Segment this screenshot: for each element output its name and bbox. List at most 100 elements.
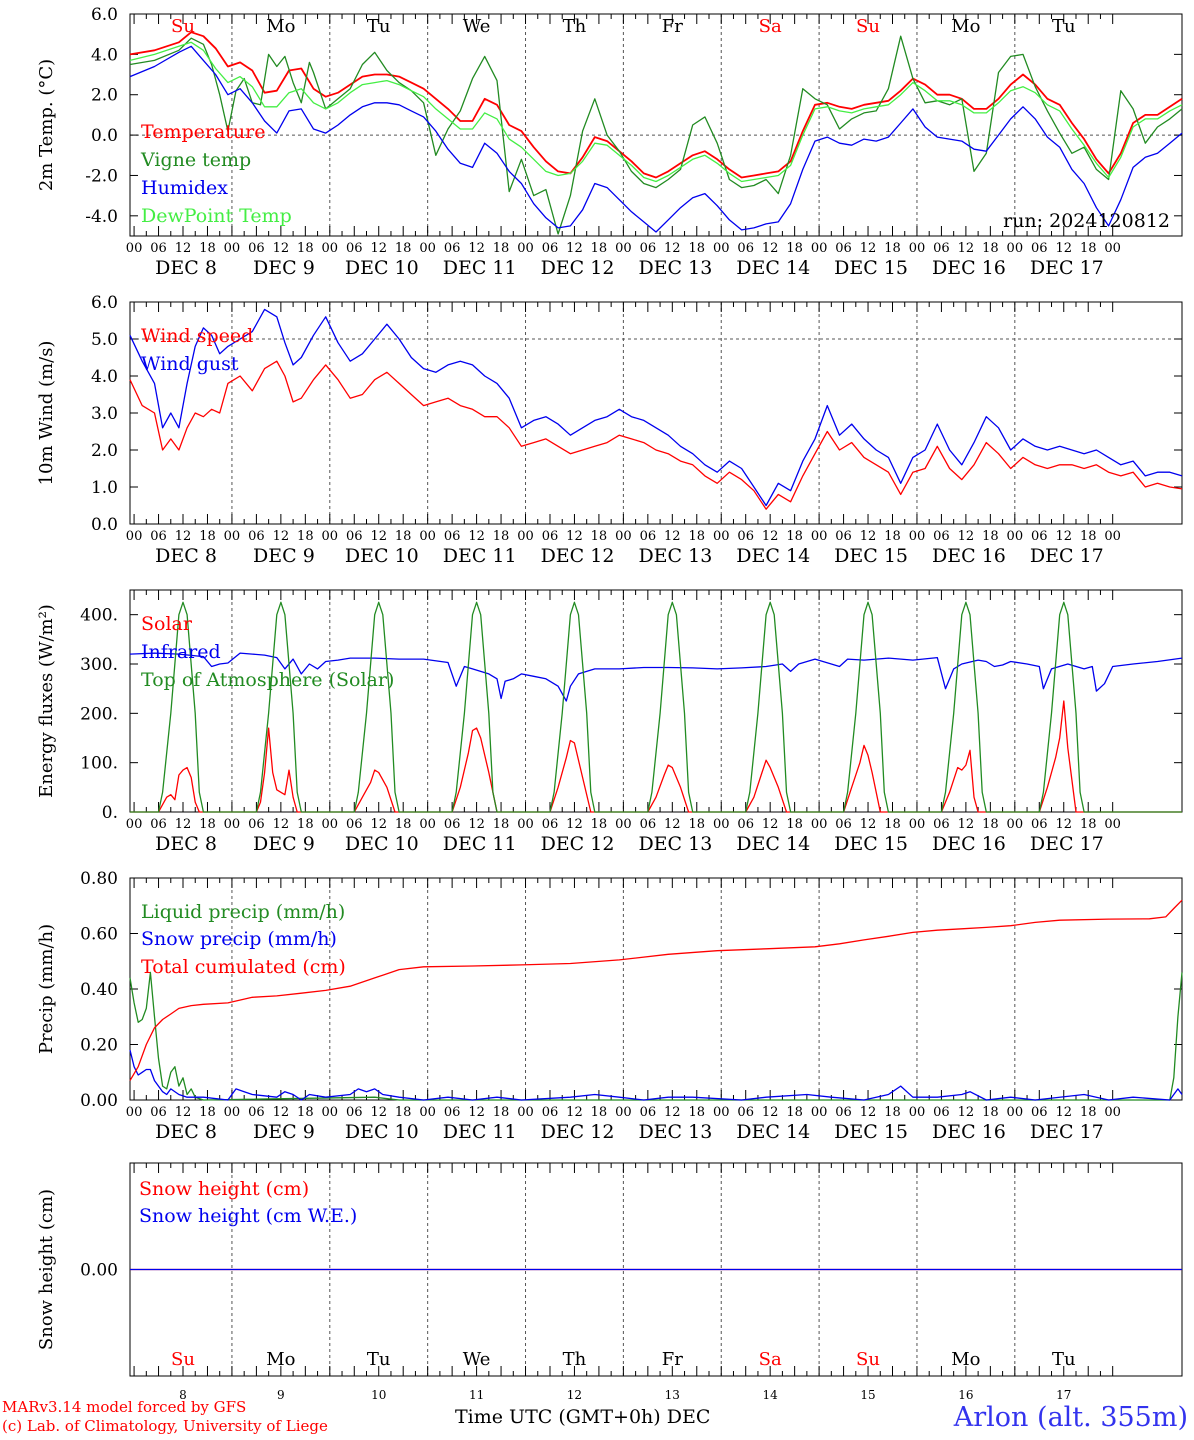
hour-tick-label: 06 <box>346 241 363 256</box>
legend-entry: DewPoint Temp <box>141 205 292 227</box>
y-tick-label: -4.0 <box>85 207 118 227</box>
hour-tick-label: 18 <box>395 241 412 256</box>
hour-tick-label: 12 <box>370 529 387 544</box>
date-label: DEC 11 <box>443 1121 517 1143</box>
panel-frame <box>129 589 1183 813</box>
y-tick-label: 0.00 <box>80 1091 118 1111</box>
y-tick-label: 4.0 <box>91 367 118 387</box>
hour-tick-label: 00 <box>811 1105 828 1120</box>
day-number: 17 <box>1056 1388 1071 1402</box>
hour-tick-label: 12 <box>566 817 583 832</box>
panel-3: 400. 300. 200. 100. 0. Energy fluxes (W/m²) 00… <box>36 589 1183 855</box>
date-label: DEC 11 <box>443 833 517 855</box>
legend-entry: Solar <box>141 613 193 635</box>
date-label: DEC 13 <box>638 257 712 279</box>
hour-tick-label: 12 <box>762 241 779 256</box>
hour-tick-label: 12 <box>958 1105 975 1120</box>
hour-tick-label: 12 <box>175 1105 192 1120</box>
hour-tick-label: 18 <box>1080 241 1097 256</box>
hour-tick-label: 18 <box>199 529 216 544</box>
hour-tick-label: 00 <box>419 241 436 256</box>
day-name: Mo <box>266 1349 295 1370</box>
hour-tick-label: 12 <box>762 529 779 544</box>
day-name: Mo <box>266 16 295 37</box>
y-axis-label: Energy fluxes (W/m²) <box>36 604 57 798</box>
hour-tick-label: 12 <box>1055 817 1072 832</box>
day-name: Sa <box>759 16 782 37</box>
hour-tick-label: 18 <box>884 817 901 832</box>
hour-tick-label: 00 <box>322 817 339 832</box>
legend-entry: Wind speed <box>141 325 253 347</box>
date-label: DEC 13 <box>638 1121 712 1143</box>
date-label: DEC 15 <box>834 545 908 567</box>
date-label: DEC 9 <box>253 1121 315 1143</box>
hour-tick-label: 00 <box>1104 1105 1121 1120</box>
date-label: DEC 9 <box>253 545 315 567</box>
hour-tick-label: 12 <box>566 1105 583 1120</box>
hour-tick-label: 06 <box>933 817 950 832</box>
panel-1: 6.0 4.0 2.0 0.0 -2.0 -4.0 2m Temp. (°C) 00 06 12 1… <box>36 5 1183 279</box>
hour-tick-label: 00 <box>126 529 143 544</box>
date-label: DEC 15 <box>834 1121 908 1143</box>
date-label: DEC 8 <box>155 833 217 855</box>
hour-tick-label: 12 <box>1055 241 1072 256</box>
hour-tick-label: 06 <box>444 529 461 544</box>
hour-tick-label: 06 <box>444 241 461 256</box>
hour-tick-label: 00 <box>1007 241 1024 256</box>
date-label: DEC 12 <box>541 1121 615 1143</box>
date-label: DEC 12 <box>541 257 615 279</box>
hour-tick-label: 06 <box>1031 1105 1048 1120</box>
hour-tick-label: 00 <box>713 1105 730 1120</box>
day-name: Mo <box>951 1349 980 1370</box>
date-label: DEC 10 <box>345 833 419 855</box>
hour-tick-label: 00 <box>615 817 632 832</box>
hour-tick-label: 18 <box>689 529 706 544</box>
hour-tick-label: 06 <box>248 529 265 544</box>
hour-tick-label: 18 <box>689 817 706 832</box>
hour-tick-label: 06 <box>150 1105 167 1120</box>
y-tick-label: 6.0 <box>91 293 118 313</box>
hour-tick-label: 12 <box>370 817 387 832</box>
station-name: Arlon (alt. 355m) <box>953 1402 1188 1433</box>
panel-frame <box>129 13 1183 237</box>
hour-tick-label: 00 <box>224 1105 241 1120</box>
hour-tick-label: 18 <box>884 1105 901 1120</box>
date-label: DEC 10 <box>345 257 419 279</box>
legend-entry: Wind gust <box>141 353 239 375</box>
hour-tick-label: 06 <box>444 1105 461 1120</box>
y-tick-label: 100. <box>80 754 118 774</box>
series-line <box>129 971 1183 1101</box>
hour-tick-label: 06 <box>737 529 754 544</box>
hour-tick-label: 12 <box>762 817 779 832</box>
hour-tick-label: 06 <box>346 1105 363 1120</box>
hour-tick-label: 12 <box>273 817 290 832</box>
day-name: Th <box>563 1349 587 1370</box>
hour-tick-label: 18 <box>493 1105 510 1120</box>
hour-tick-label: 06 <box>933 529 950 544</box>
y-tick-label: 200. <box>80 704 118 724</box>
panel-frame <box>129 301 1183 525</box>
hour-tick-label: 00 <box>615 1105 632 1120</box>
date-label: DEC 14 <box>736 833 810 855</box>
hour-tick-label: 12 <box>860 241 877 256</box>
day-name: Fr <box>662 1349 683 1370</box>
hour-tick-label: 18 <box>982 529 999 544</box>
day-number: 15 <box>860 1388 875 1402</box>
date-label: DEC 14 <box>736 257 810 279</box>
hour-tick-label: 06 <box>542 241 559 256</box>
hour-tick-label: 12 <box>468 1105 485 1120</box>
hour-tick-label: 00 <box>126 1105 143 1120</box>
date-label: DEC 13 <box>638 545 712 567</box>
hour-tick-label: 00 <box>1007 1105 1024 1120</box>
day-number: 13 <box>665 1388 680 1402</box>
hour-tick-label: 00 <box>126 817 143 832</box>
hour-tick-label: 00 <box>909 529 926 544</box>
hour-tick-label: 00 <box>909 1105 926 1120</box>
hour-tick-label: 18 <box>1080 529 1097 544</box>
day-name: Su <box>856 16 880 37</box>
hour-tick-label: 18 <box>395 817 412 832</box>
panel-5: 0.00 Snow height (cm) Snow height (cm) Snow… <box>36 1162 1183 1402</box>
series-line <box>129 45 1183 233</box>
hour-tick-label: 18 <box>591 529 608 544</box>
